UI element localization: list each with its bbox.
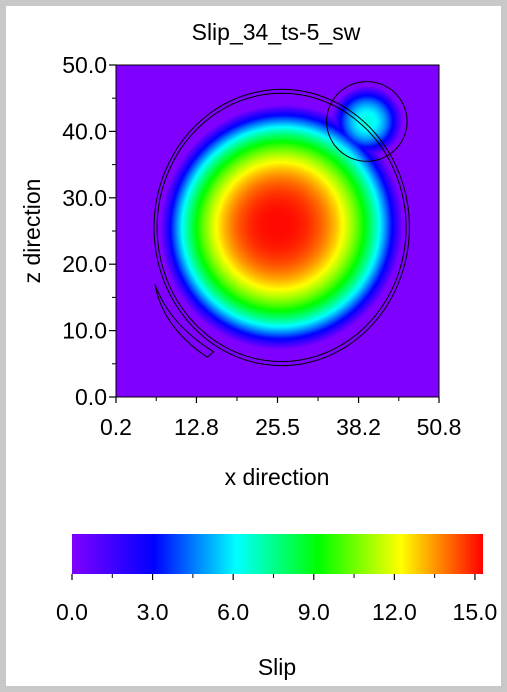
y-tick-label: 0.0 bbox=[75, 384, 107, 410]
rupture-fragment-outline bbox=[154, 283, 215, 358]
x-tick-label: 50.8 bbox=[417, 414, 462, 440]
x-axis: 0.2 12.8 25.5 38.2 50.8 bbox=[100, 397, 461, 440]
colorbar-gradient bbox=[72, 534, 483, 574]
y-tick-label: 30.0 bbox=[62, 185, 107, 211]
colorbar-tick-label: 6.0 bbox=[217, 599, 249, 625]
y-tick-label: 10.0 bbox=[62, 318, 107, 344]
slip-chart: Slip_34_ts-5_sw 0.2 12.8 25.5 38.2 50.8 0.0 1… bbox=[19, 19, 497, 680]
x-axis-label: x direction bbox=[225, 464, 330, 490]
y-tick-label: 50.0 bbox=[62, 52, 107, 78]
colorbar-label: Slip bbox=[258, 654, 296, 680]
x-tick-label: 38.2 bbox=[336, 414, 381, 440]
rupture-outline-inner bbox=[156, 92, 407, 363]
slip-heatmap bbox=[116, 65, 439, 397]
chart-frame: Slip_34_ts-5_sw 0.2 12.8 25.5 38.2 50.8 0.0 1… bbox=[6, 6, 501, 686]
x-tick-label: 25.5 bbox=[255, 414, 300, 440]
colorbar-tick-label: 9.0 bbox=[298, 599, 330, 625]
colorbar-tick-label: 12.0 bbox=[372, 599, 417, 625]
chart-title: Slip_34_ts-5_sw bbox=[192, 19, 361, 45]
x-tick-label: 12.8 bbox=[174, 414, 219, 440]
x-tick-label: 0.2 bbox=[100, 414, 132, 440]
plot-area: 0.2 12.8 25.5 38.2 50.8 0.0 10.0 20.0 30.0 40.0 5… bbox=[62, 52, 461, 440]
colorbar-ticks: 0.0 3.0 6.0 9.0 12.0 15.0 bbox=[56, 574, 497, 625]
y-axis-label: z direction bbox=[19, 179, 45, 284]
colorbar-tick-label: 15.0 bbox=[453, 599, 498, 625]
colorbar-tick-label: 3.0 bbox=[137, 599, 169, 625]
colorbar-tick-label: 0.0 bbox=[56, 599, 88, 625]
y-tick-label: 20.0 bbox=[62, 251, 107, 277]
colorbar: 0.0 3.0 6.0 9.0 12.0 15.0 bbox=[56, 534, 497, 625]
y-tick-label: 40.0 bbox=[62, 118, 107, 144]
y-axis: 0.0 10.0 20.0 30.0 40.0 50.0 bbox=[62, 52, 116, 410]
